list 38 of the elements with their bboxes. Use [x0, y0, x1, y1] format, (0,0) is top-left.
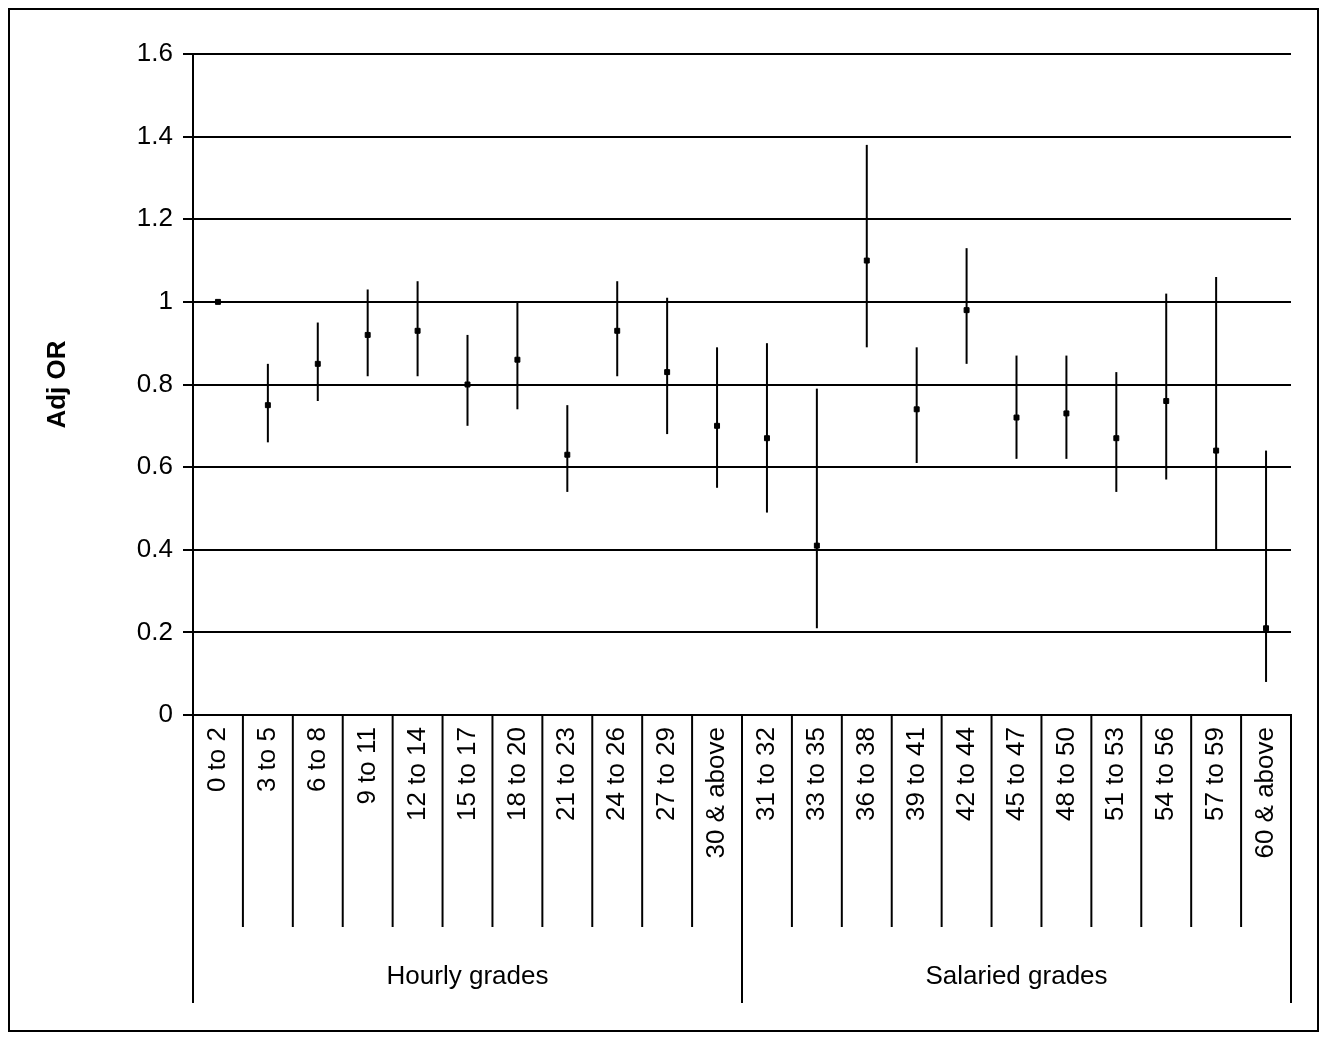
y-tick-label: 0.6	[136, 450, 173, 481]
y-tick-label: 1.2	[136, 202, 173, 233]
x-tick-label: 12 to 14	[400, 727, 431, 821]
text: Salaried grades	[925, 960, 1108, 991]
point	[464, 381, 471, 388]
y-tick-label: 0.8	[136, 367, 173, 398]
y-tick-label: 1.6	[136, 37, 173, 68]
x-tick-label: 30 & above	[700, 727, 731, 859]
x-tick-label: 51 to 53	[1099, 727, 1130, 821]
y-tick-label: 0	[158, 698, 173, 729]
x-tick-label: 15 to 17	[450, 727, 481, 821]
x-tick-label: 3 to 5	[251, 727, 282, 793]
x-tick-label: 18 to 20	[500, 727, 531, 821]
x-tick-label: 0 to 2	[201, 727, 232, 793]
text: Hourly grades	[386, 960, 549, 991]
x-tick-label: 42 to 44	[949, 727, 980, 821]
x-tick-label: 57 to 59	[1199, 727, 1230, 821]
x-tick-label: 33 to 35	[800, 727, 831, 821]
point	[214, 298, 221, 305]
point	[1013, 414, 1020, 421]
x-tick-label: 36 to 38	[849, 727, 880, 821]
x-tick-label: 27 to 29	[650, 727, 681, 821]
x-tick-label: 9 to 11	[350, 727, 381, 805]
x-tick-label: 24 to 26	[600, 727, 631, 821]
y-tick-label: 1	[158, 285, 173, 316]
x-tick-label: 31 to 32	[750, 727, 781, 821]
y-tick-label: 0.2	[136, 615, 173, 646]
x-tick-label: 60 & above	[1249, 727, 1280, 859]
x-tick-label: 54 to 56	[1149, 727, 1180, 821]
x-tick-label: 48 to 50	[1049, 727, 1080, 821]
y-tick-label: 0.4	[136, 532, 173, 563]
x-tick-label: 21 to 23	[550, 727, 581, 821]
x-tick-label: 6 to 8	[300, 727, 331, 793]
point	[1063, 410, 1070, 417]
y-axis-title: Adj OR	[40, 340, 71, 429]
x-tick-label: 39 to 41	[899, 727, 930, 821]
y-tick-label: 1.4	[136, 119, 173, 150]
x-tick-label: 45 to 47	[999, 727, 1030, 821]
